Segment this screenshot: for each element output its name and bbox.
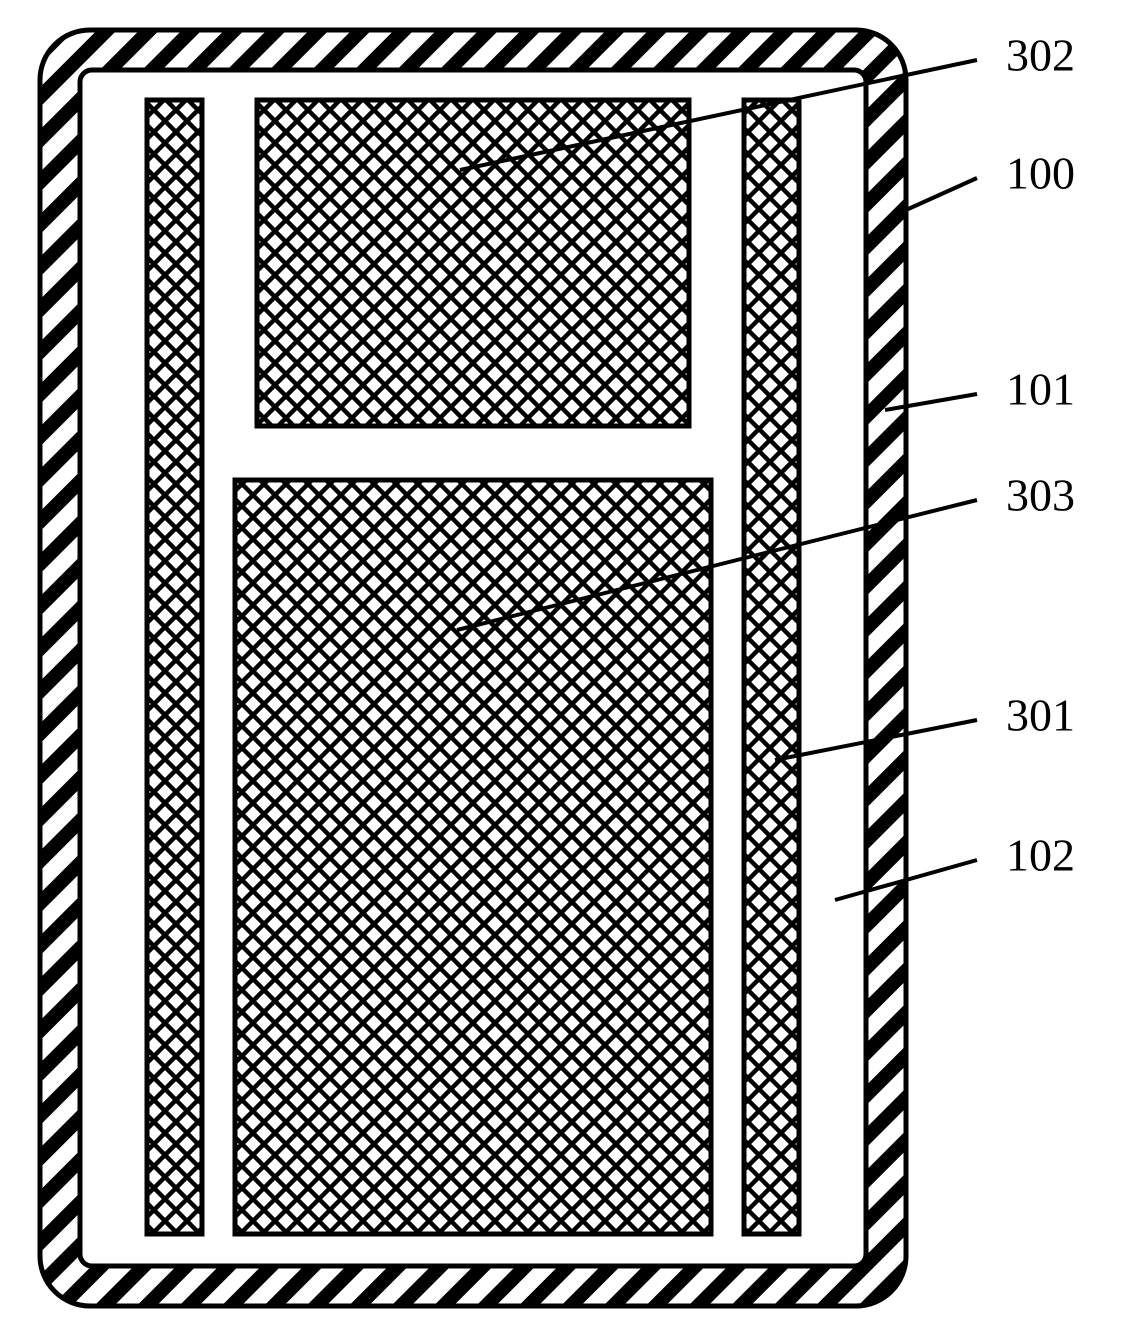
diagram-svg: 302 100 101 303 301 102 <box>0 0 1142 1328</box>
callout-label-100: 100 <box>1006 148 1075 199</box>
top-block <box>257 100 689 426</box>
callout-label-303: 303 <box>1006 470 1075 521</box>
callout-line-100 <box>906 178 977 210</box>
callout-label-301: 301 <box>1006 690 1075 741</box>
side-bar-left <box>147 100 202 1234</box>
side-bar-right <box>744 100 799 1234</box>
bottom-block <box>235 480 711 1234</box>
figure-root: 302 100 101 303 301 102 <box>0 0 1142 1328</box>
callout-label-101: 101 <box>1006 364 1075 415</box>
callout-label-302: 302 <box>1006 30 1075 81</box>
callout-label-102: 102 <box>1006 830 1075 881</box>
